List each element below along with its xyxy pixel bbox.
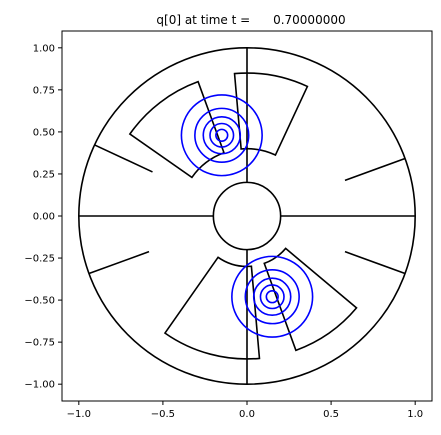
- x-tick-label-3: 0.5: [323, 409, 339, 420]
- grid-partial-spoke-0: [344, 157, 406, 182]
- grid-patch-2: [163, 256, 261, 360]
- y-tick-label-0: 1.00: [33, 43, 55, 54]
- x-tick-label-1: −0.5: [151, 409, 175, 420]
- contour-1-ring-1: [244, 269, 300, 325]
- grid-patch-3: [263, 247, 358, 352]
- y-tick-label-5: −0.25: [24, 254, 55, 265]
- y-tick-label-6: −0.50: [24, 296, 55, 307]
- grid-outer-circle: [78, 47, 416, 385]
- grid-inner-circle: [212, 181, 282, 251]
- contour-0-ring-3: [209, 122, 235, 148]
- y-tick-label-2: 0.50: [33, 127, 55, 138]
- plot-area: [78, 47, 416, 385]
- chart-title: q[0] at time t = 0.70000000: [156, 13, 345, 27]
- grid-partial-spoke-3: [344, 250, 406, 275]
- grid-partial-spoke-1: [94, 144, 153, 173]
- contour-0-ring-0: [180, 94, 263, 177]
- contour-0-ring-1: [194, 107, 250, 163]
- y-tick-label-3: 0.25: [33, 169, 55, 180]
- y-tick-label-1: 0.75: [33, 85, 55, 96]
- contour-1-ring-0: [231, 255, 314, 338]
- contour-1-ring-2: [252, 277, 292, 317]
- y-tick-label-8: −1.00: [24, 380, 55, 391]
- contour-1-ring-4: [265, 290, 279, 304]
- grid-partial-spoke-2: [88, 250, 150, 275]
- x-tick-label-4: 1.0: [407, 409, 423, 420]
- contour-0-ring-4: [215, 128, 229, 142]
- y-tick-label-7: −0.75: [24, 338, 55, 349]
- contour-1-ring-3: [259, 284, 285, 310]
- y-tick-label-4: 0.00: [33, 212, 55, 223]
- grid-patch-0: [233, 72, 309, 157]
- contour-0-ring-2: [202, 115, 242, 155]
- axes: −1.0 −0.5 0.0 0.5 1.0 1.00 0.75 0.50 0.25 0.00 −0.…: [24, 30, 433, 420]
- x-tick-label-0: −1.0: [67, 409, 91, 420]
- x-tick-label-2: 0.0: [239, 409, 255, 420]
